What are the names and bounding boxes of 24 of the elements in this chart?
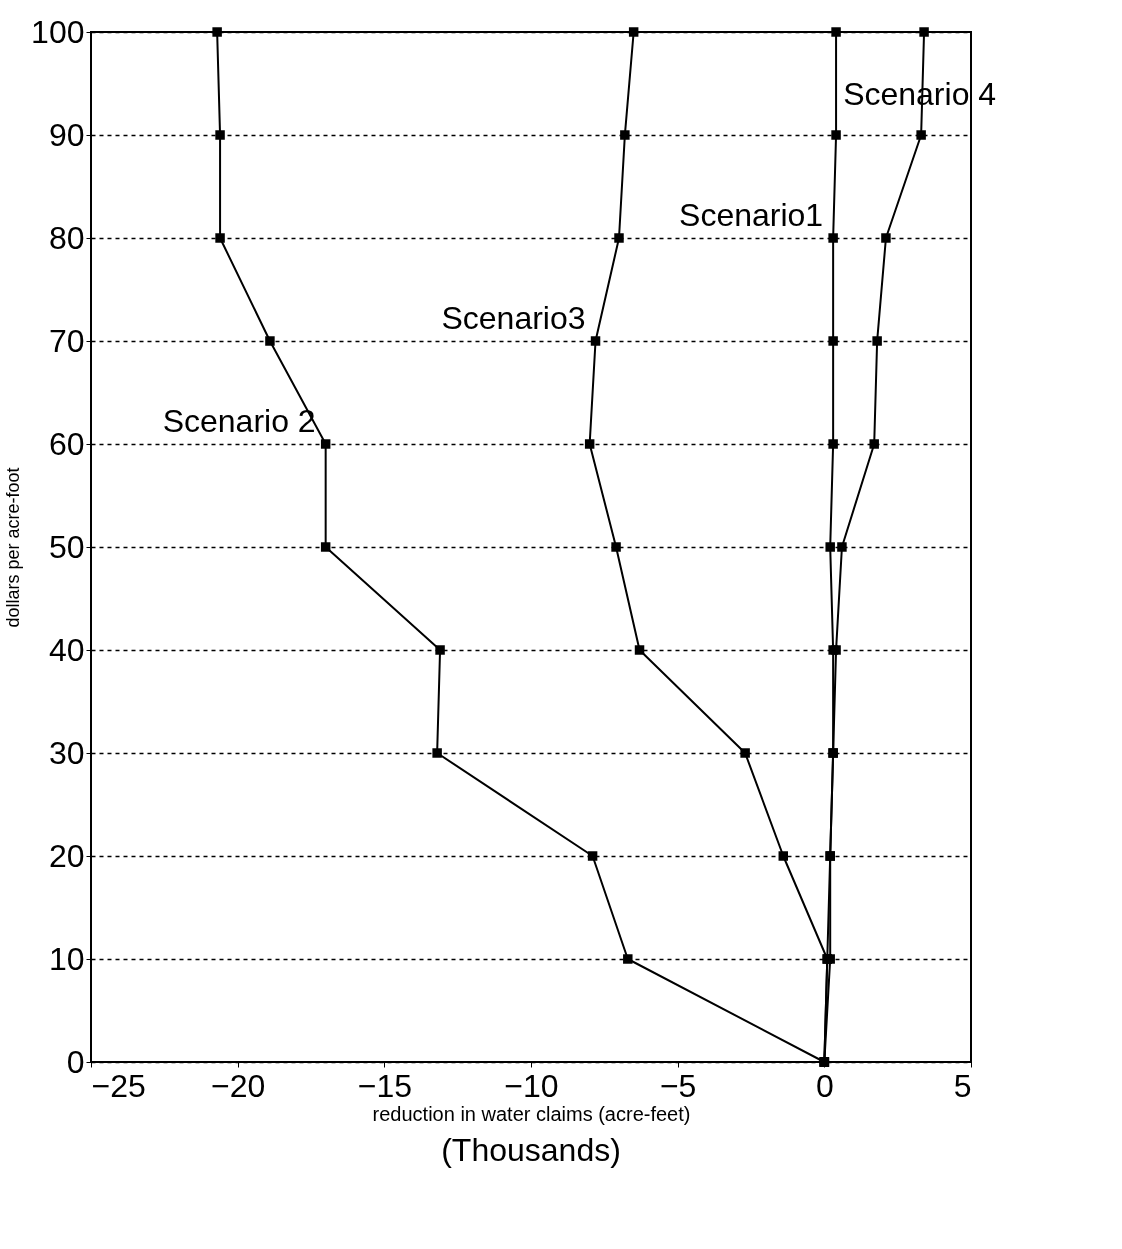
x-axis-title: reduction in water claims (acre-feet)	[372, 1102, 691, 1125]
text: (Thousands)	[441, 1132, 621, 1168]
y-axis-title: dollars per acre-foot	[3, 467, 24, 628]
y-tick-label: 70	[48, 322, 85, 359]
y-tick-label: 100	[31, 13, 85, 50]
x-tick-label: 0	[815, 1067, 834, 1104]
series-label: Scenario 2	[162, 403, 316, 439]
y-tick-label: 40	[48, 631, 85, 668]
x-tick-label: −5	[659, 1067, 697, 1104]
y-tick-label: 0	[66, 1043, 85, 1080]
y-tick-label: 90	[48, 116, 85, 153]
y-tick-label: 50	[48, 528, 85, 565]
y-tick-label: 20	[48, 837, 85, 874]
series-label: Scenario1	[679, 197, 824, 233]
x-tick-label: −10	[504, 1067, 559, 1104]
y-tick-label: 80	[48, 219, 85, 256]
x-tick-label: −15	[357, 1067, 412, 1104]
series-label: Scenario3	[441, 300, 586, 336]
x-tick-label: −25	[91, 1067, 146, 1104]
y-tick-label: 30	[48, 734, 85, 771]
y-tick-label: 60	[48, 425, 85, 462]
x-tick-label: −20	[211, 1067, 266, 1104]
y-tick-label: 10	[48, 940, 85, 977]
x-tick-label: 5	[953, 1067, 972, 1104]
